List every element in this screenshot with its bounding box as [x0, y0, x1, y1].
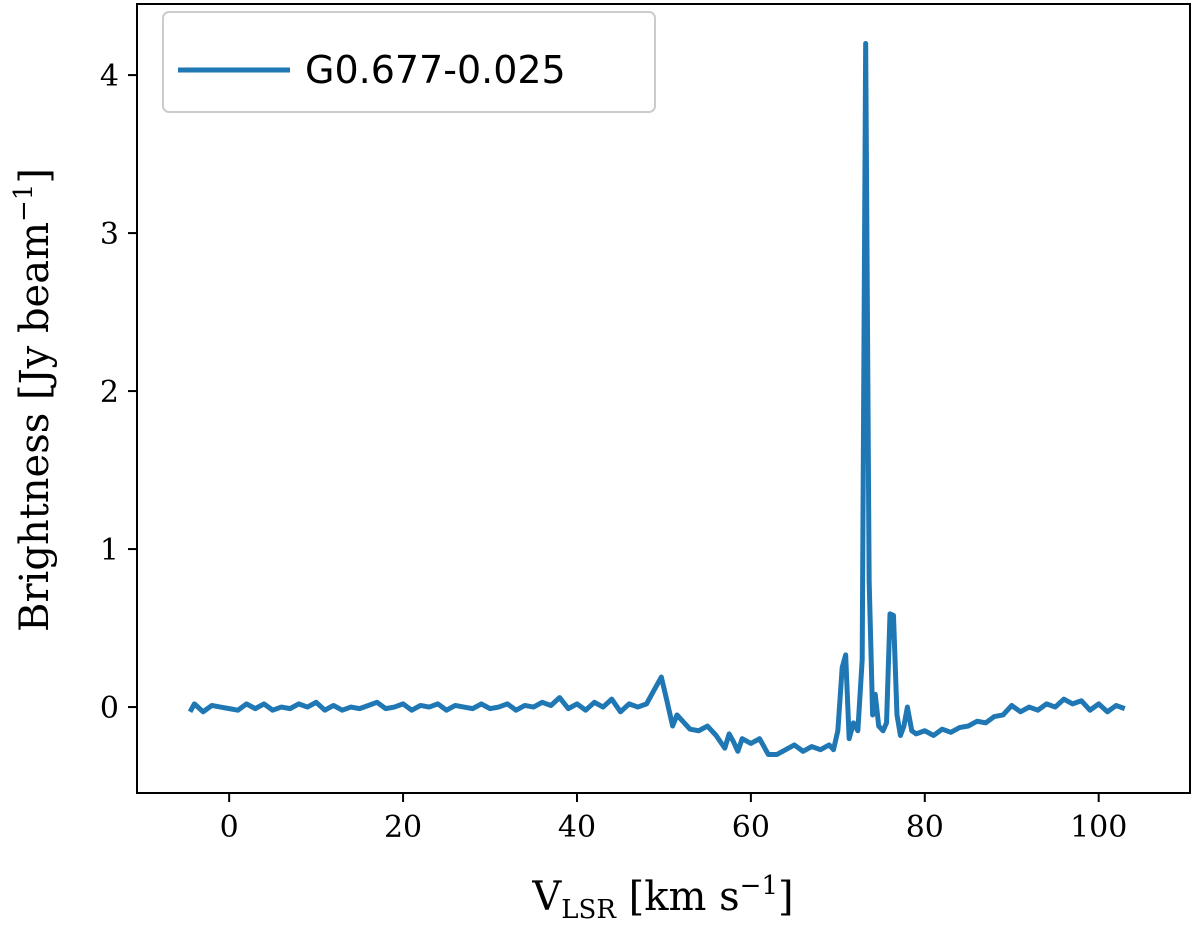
y-label-sup: −1 [9, 184, 39, 222]
data-line [187, 41, 1126, 757]
x-tick-label: 80 [906, 810, 944, 845]
x-tick-label: 100 [1070, 810, 1127, 845]
y-tick-label: 0 [100, 691, 119, 726]
x-label-sub: LSR [561, 895, 617, 925]
x-label-main: V [531, 874, 562, 920]
plot-frame [136, 3, 1191, 794]
legend: G0.677-0.025 [162, 11, 656, 113]
y-label-main: Brightness [Jy beam [12, 222, 58, 632]
x-label-sup: −1 [740, 871, 778, 901]
y-tick-label: 2 [100, 375, 119, 410]
x-tick-label: 0 [220, 810, 239, 845]
legend-box [162, 11, 656, 113]
x-tick-label: 40 [558, 810, 596, 845]
x-axis-label: VLSR [km s−1] [531, 871, 793, 925]
y-tick-label: 4 [100, 59, 119, 94]
x-tick-label: 20 [384, 810, 422, 845]
y-axis-label: Brightness [Jy beam−1] [9, 168, 58, 632]
legend-label: G0.677-0.025 [305, 48, 566, 92]
y-tick-label: 3 [100, 217, 119, 252]
x-label-rest: [km s [616, 874, 740, 920]
y-label-end: ] [12, 168, 58, 184]
x-tick-label: 60 [732, 810, 770, 845]
y-tick-label: 1 [100, 533, 119, 568]
x-label-end: ] [778, 874, 794, 920]
